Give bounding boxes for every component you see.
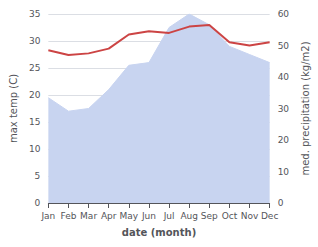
svg-text:May: May — [120, 211, 139, 221]
svg-text:Jun: Jun — [141, 211, 156, 221]
svg-text:25: 25 — [29, 63, 40, 73]
svg-text:Jan: Jan — [40, 211, 55, 221]
svg-text:max temp (C): max temp (C) — [8, 74, 19, 143]
svg-text:med. precipitation (kg/m2): med. precipitation (kg/m2) — [300, 41, 311, 175]
svg-text:Oct: Oct — [222, 211, 238, 221]
svg-text:10: 10 — [29, 144, 41, 154]
svg-text:50: 50 — [278, 41, 290, 51]
svg-text:Nov: Nov — [241, 211, 259, 221]
svg-text:Dec: Dec — [261, 211, 278, 221]
svg-text:date (month): date (month) — [122, 227, 196, 238]
svg-text:0: 0 — [35, 198, 41, 208]
svg-text:Feb: Feb — [61, 211, 77, 221]
svg-text:Jul: Jul — [163, 211, 175, 221]
svg-text:20: 20 — [278, 135, 290, 145]
svg-text:30: 30 — [29, 36, 41, 46]
svg-text:35: 35 — [29, 9, 40, 19]
svg-text:20: 20 — [29, 90, 41, 100]
svg-text:0: 0 — [278, 198, 284, 208]
svg-text:40: 40 — [278, 72, 290, 82]
svg-text:15: 15 — [29, 117, 40, 127]
svg-text:30: 30 — [278, 104, 290, 114]
svg-text:Aug: Aug — [180, 211, 198, 221]
svg-text:Mar: Mar — [80, 211, 97, 221]
svg-text:60: 60 — [278, 9, 290, 19]
svg-text:10: 10 — [278, 167, 290, 177]
svg-text:Sep: Sep — [201, 211, 218, 221]
svg-text:5: 5 — [35, 171, 41, 181]
svg-text:Apr: Apr — [101, 211, 117, 221]
